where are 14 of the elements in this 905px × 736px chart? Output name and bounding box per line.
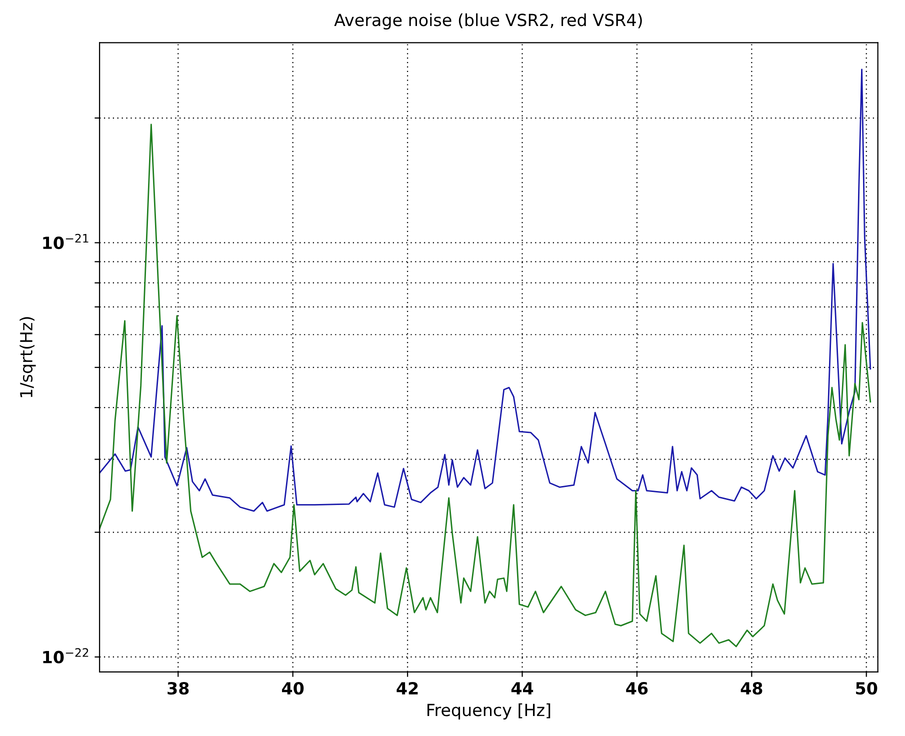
x-tick-label: 46 [626,682,648,695]
x-axis-title: Frequency [Hz] [427,703,550,720]
y-axis-title: 1/sqrt(Hz) [20,317,36,398]
x-tick-label: 48 [740,682,762,695]
x-tick-label: 50 [856,682,878,695]
x-tick-label: 44 [511,682,534,694]
x-tick-label: 40 [282,682,304,695]
line-series [100,68,872,512]
x-tick-label: 38 [168,682,189,695]
y-tick-label: 10$^{−22}$ [43,648,88,664]
line-series [100,124,872,648]
chart-title: Average noise (blue VSR2, red VSR4) [334,13,642,30]
x-tick-label: 42 [396,682,418,694]
y-tick-label: 10$^{−21}$ [43,234,88,250]
